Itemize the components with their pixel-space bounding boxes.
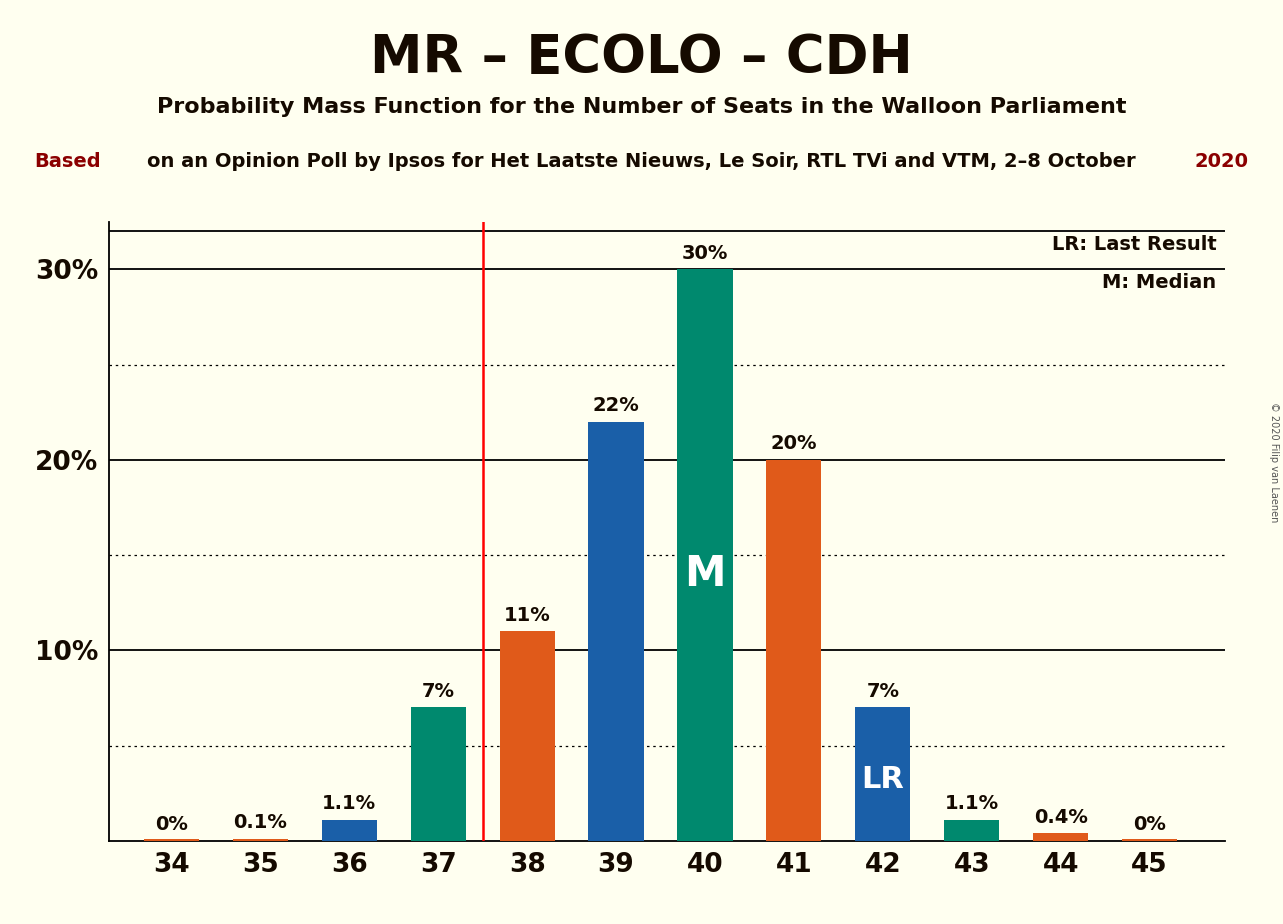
Bar (766, 460, 821, 841)
Text: 1.1%: 1.1% (944, 795, 999, 813)
Bar (322, 820, 377, 841)
Text: Based: Based (35, 152, 101, 171)
Bar (232, 839, 287, 841)
Bar (144, 839, 199, 841)
Bar (411, 708, 466, 841)
Text: 20%: 20% (771, 434, 817, 453)
Text: 0.1%: 0.1% (234, 813, 287, 833)
Text: 0%: 0% (155, 815, 187, 834)
Text: © 2020 Filip van Laenen: © 2020 Filip van Laenen (1269, 402, 1279, 522)
Bar (1123, 839, 1178, 841)
Bar (1033, 833, 1088, 841)
Text: 7%: 7% (866, 682, 899, 700)
Text: on an Opinion Poll by Ipsos for Het Laatste Nieuws, Le Soir, RTL TVi and VTM, 2–: on an Opinion Poll by Ipsos for Het Laat… (148, 152, 1135, 171)
Text: M: M (684, 553, 726, 595)
Text: M: Median: M: Median (1102, 274, 1216, 292)
Bar (944, 820, 999, 841)
Text: LR: LR (861, 765, 905, 795)
Text: 30%: 30% (681, 244, 729, 262)
Text: Probability Mass Function for the Number of Seats in the Walloon Parliament: Probability Mass Function for the Number… (157, 97, 1126, 117)
Text: LR: Last Result: LR: Last Result (1052, 235, 1216, 254)
Text: 0%: 0% (1133, 815, 1166, 834)
Text: 11%: 11% (504, 605, 550, 625)
Text: 2020: 2020 (1194, 152, 1248, 171)
Bar (677, 270, 733, 841)
Text: MR – ECOLO – CDH: MR – ECOLO – CDH (370, 32, 913, 84)
Text: 1.1%: 1.1% (322, 795, 376, 813)
Text: 0.4%: 0.4% (1034, 808, 1088, 827)
Text: 22%: 22% (593, 396, 639, 415)
Bar (589, 421, 644, 841)
Text: 7%: 7% (422, 682, 454, 700)
Bar (856, 708, 911, 841)
Bar (499, 631, 554, 841)
